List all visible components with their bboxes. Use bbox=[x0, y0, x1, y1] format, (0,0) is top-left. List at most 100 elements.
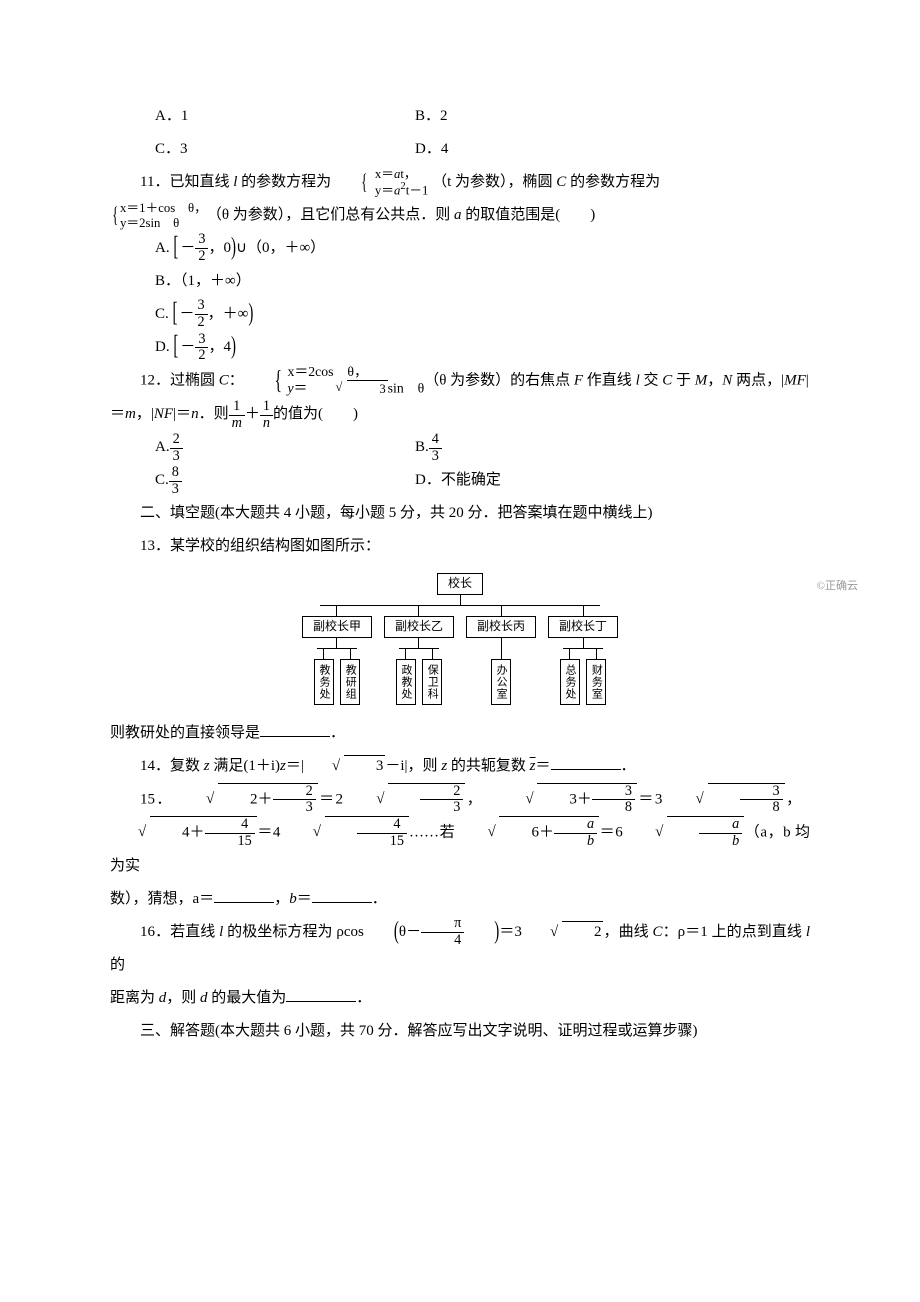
s2r1: x＝1＋cos θ， bbox=[120, 201, 207, 216]
15l2: 数），猜想， bbox=[110, 891, 193, 907]
q11-sys1: x＝at， y＝a2t－1 bbox=[335, 167, 428, 199]
leaf-0-0: 教务处 bbox=[314, 659, 334, 705]
q10-choice-a: A．1 bbox=[155, 100, 415, 133]
tLn: a bbox=[554, 817, 597, 834]
rp3: ) bbox=[231, 320, 236, 376]
q12C: C bbox=[219, 373, 229, 389]
q16-line1: 16．若直线 l 的极坐标方程为 ρcos(θ－π4)＝32，曲线 C：ρ＝1 … bbox=[110, 916, 810, 982]
q12-choice-b: B.43 bbox=[415, 431, 810, 464]
blank-q15a[interactable] bbox=[214, 888, 274, 903]
sqrt3: 3 bbox=[304, 750, 386, 783]
r1p: x＝ bbox=[375, 167, 394, 181]
q12p: 12．过椭圆 bbox=[140, 373, 219, 389]
q12-choice-d: D．不能确定 bbox=[415, 464, 810, 497]
16d2: d bbox=[200, 990, 208, 1006]
q13-stem: 13．某学校的组织结构图如图所示： bbox=[110, 530, 810, 563]
q12-line2: ＝m，|NF|＝n．则1m＋1n的值为( ) bbox=[110, 398, 810, 431]
f1n: 1 bbox=[229, 399, 245, 416]
q12-choice-a: A.23 bbox=[155, 431, 415, 464]
fracD: 32 bbox=[195, 332, 208, 364]
t3rn: 4 bbox=[357, 817, 407, 834]
section3-heading: 三、解答题(本大题共 6 小题，共 70 分．解答应写出文字说明、证明过程或运算… bbox=[110, 1015, 810, 1048]
lb3: [ bbox=[173, 318, 178, 377]
rp2: ) bbox=[248, 287, 253, 343]
q11-a: a bbox=[454, 207, 462, 223]
tLrd: b bbox=[699, 834, 742, 850]
q11-line2: x＝1＋cos θ， y＝2sin θ （θ 为参数），且它们总有公共点．则 a… bbox=[110, 199, 810, 232]
q10-row-cd: C．3 D．4 bbox=[110, 133, 810, 166]
vp-row: 副校长甲 教务处 教研组 副校长乙 政教处 保卫科 副校长丙 办公室 bbox=[296, 606, 624, 705]
t2rn: 3 bbox=[740, 784, 783, 801]
l2nf: NF bbox=[154, 406, 173, 422]
leaf-1-1: 保卫科 bbox=[422, 659, 442, 705]
org-chart: 校长 ©正确云 副校长甲 教务处 教研组 副校长乙 政教处 保卫科 副校长 bbox=[110, 573, 810, 704]
t1L: 2＋23 bbox=[178, 783, 318, 817]
t1n: 2 bbox=[273, 784, 316, 801]
vp-col-1: 副校长乙 政教处 保卫科 bbox=[384, 606, 454, 705]
q10-row-ab: A．1 B．2 bbox=[110, 100, 810, 133]
vp-1: 副校长乙 bbox=[384, 616, 454, 638]
pid: 4 bbox=[421, 933, 464, 949]
fracA: 32 bbox=[195, 232, 208, 264]
l2n: n bbox=[191, 406, 199, 422]
blank-q13[interactable] bbox=[260, 722, 330, 737]
blank-q16[interactable] bbox=[286, 987, 356, 1002]
12cd: 3 bbox=[169, 482, 182, 498]
blank-q14[interactable] bbox=[551, 755, 621, 770]
s2r2: y＝2sin θ bbox=[120, 216, 207, 231]
ad: 2 bbox=[195, 249, 208, 265]
t3n: 4 bbox=[205, 817, 255, 834]
l2s: ，| bbox=[136, 406, 154, 422]
q11-thparam: （θ 为参数），且它们总有公共点．则 bbox=[207, 207, 454, 223]
t2d: 8 bbox=[592, 800, 635, 816]
q12-choice-c: C.83 bbox=[155, 464, 415, 497]
sr1: x＝2cos θ， bbox=[258, 364, 425, 380]
r2p: y＝ bbox=[375, 184, 394, 198]
14p: 14．复数 bbox=[140, 758, 204, 774]
14m1: 满足(1＋i) bbox=[210, 758, 280, 774]
r1t: t， bbox=[400, 167, 416, 181]
12ad: 3 bbox=[170, 449, 183, 465]
tLL: 6＋ab bbox=[459, 816, 599, 850]
watermark: ©正确云 bbox=[817, 579, 858, 593]
16l2: l bbox=[806, 924, 810, 940]
16m1: 的极坐标方程为 ρcos bbox=[223, 924, 364, 940]
blbl: ，b＝ bbox=[274, 891, 312, 907]
q11-choice-c: C. [－32，＋∞) bbox=[110, 298, 810, 331]
16C: C bbox=[653, 924, 663, 940]
sq2: 2 bbox=[522, 916, 604, 949]
16eq: ＝3 bbox=[499, 924, 522, 940]
section2-heading: 二、填空题(本大题共 4 小题，每小题 5 分，共 20 分．把答案填在题中横线… bbox=[110, 497, 810, 530]
l2t: ．则 bbox=[199, 406, 229, 422]
12ap: A. bbox=[155, 439, 170, 455]
an: 3 bbox=[195, 232, 208, 249]
q14-line: 14．复数 z 满足(1＋i)z＝|3－i|，则 z 的共轭复数 z＝． bbox=[110, 750, 810, 783]
q15-line1: 15． 2＋23＝2 23， 3＋38＝3 38， 4＋415＝4 415……若… bbox=[110, 783, 810, 883]
vp-0: 副校长甲 bbox=[302, 616, 372, 638]
q12N: N bbox=[722, 373, 732, 389]
blank-q15b[interactable] bbox=[312, 888, 372, 903]
f2: 1n bbox=[260, 399, 273, 431]
q11-prefix: 11．已知直线 bbox=[140, 174, 233, 190]
q12c: ， bbox=[707, 373, 722, 389]
q11-afterC: 的参数方程为 bbox=[566, 174, 660, 190]
vp-2: 副校长丙 bbox=[466, 616, 536, 638]
cd: 2 bbox=[195, 315, 208, 331]
vp-col-2: 副校长丙 办公室 bbox=[466, 606, 536, 705]
q11-choice-a: A. [－32，0)∪（0，＋∞） bbox=[110, 232, 810, 265]
t3rd: 15 bbox=[357, 834, 407, 850]
vp-3: 副校长丁 bbox=[548, 616, 618, 638]
q12m3: 于 bbox=[672, 373, 695, 389]
q16-line2: 距离为 d，则 d 的最大值为． bbox=[110, 982, 810, 1015]
t2R: 38 bbox=[668, 783, 785, 817]
at: ∪（0，＋∞） bbox=[236, 240, 325, 256]
ar: ，0 bbox=[208, 240, 231, 256]
cn: 3 bbox=[195, 298, 208, 315]
tm: θ－ bbox=[399, 924, 421, 940]
q11-C: C bbox=[556, 174, 566, 190]
12cf: 83 bbox=[169, 465, 182, 497]
q13p: ． bbox=[330, 725, 345, 741]
q12-sys: x＝2cos θ， y＝3sin θ bbox=[248, 364, 425, 398]
t1R: 23 bbox=[348, 783, 465, 817]
t3R: 415 bbox=[285, 816, 409, 850]
